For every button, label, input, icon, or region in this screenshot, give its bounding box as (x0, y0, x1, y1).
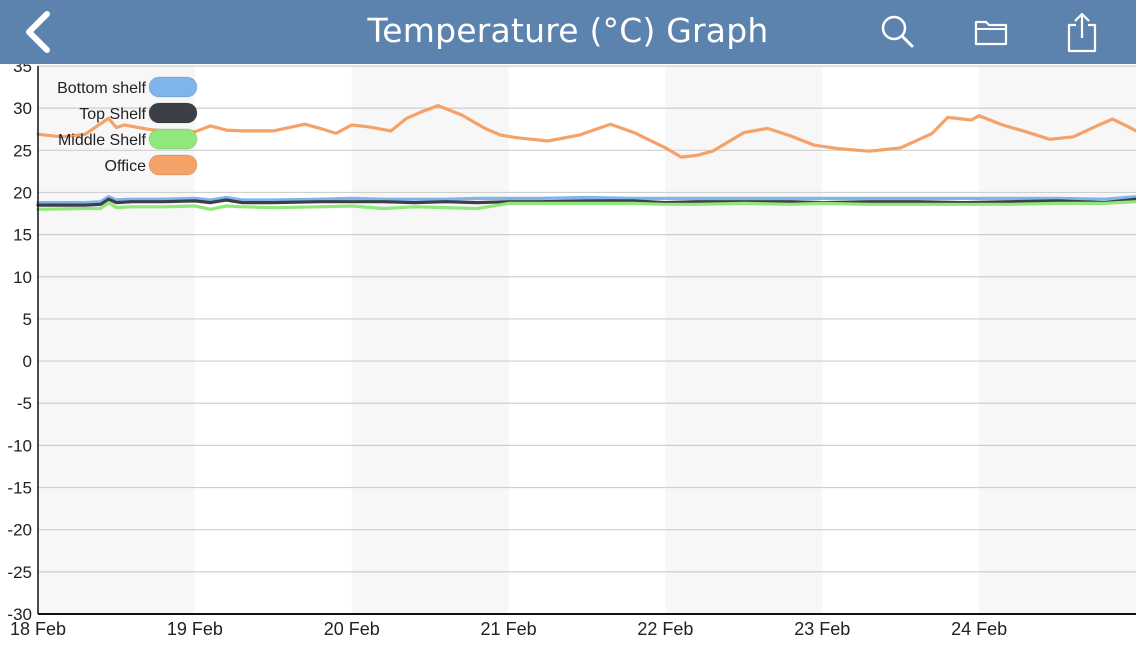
chevron-left-icon (26, 11, 50, 53)
y-tick-label: 25 (13, 141, 32, 160)
y-tick-label: -15 (7, 479, 32, 498)
back-button[interactable] (6, 0, 70, 64)
share-icon (1067, 12, 1097, 53)
y-tick-label: -30 (7, 605, 32, 624)
legend-label: Bottom shelf (57, 80, 146, 97)
search-icon (881, 15, 914, 48)
y-tick-label: 0 (23, 352, 32, 371)
share-button[interactable] (1050, 0, 1114, 64)
temperature-line-chart[interactable]: -30 -25 -20 -15 -10 -5 0 5 10 15 20 25 30 35 18 Feb 19… (0, 57, 1136, 640)
temperature-chart-area[interactable]: -30 -25 -20 -15 -10 -5 0 5 10 15 20 25 30 35 18 Feb 19… (0, 57, 1136, 640)
folder-button[interactable] (959, 0, 1023, 64)
x-tick-label: 22 Feb (637, 619, 693, 639)
x-tick-label: 23 Feb (794, 619, 850, 639)
y-tick-label: -10 (7, 436, 32, 455)
x-tick-label: 24 Feb (951, 619, 1007, 639)
search-button[interactable] (866, 0, 930, 64)
legend-swatch[interactable] (148, 154, 198, 176)
folder-icon (974, 20, 1008, 46)
y-tick-label: 20 (13, 183, 32, 202)
y-tick-label: -5 (17, 394, 32, 413)
day-shading-band (351, 66, 509, 614)
series-line-office (36, 103, 1136, 159)
legend-label: Office (105, 158, 147, 175)
y-tick-label: -25 (7, 563, 32, 582)
x-tick-label: 18 Feb (10, 619, 66, 639)
legend-swatch[interactable] (148, 102, 198, 124)
navigation-bar: Temperature (°C) Graph (0, 0, 1136, 64)
series-line-middle-shelf (36, 200, 1136, 211)
legend-swatch[interactable] (148, 76, 198, 98)
series-line-bottom-shelf (36, 195, 1136, 205)
y-tick-label: 15 (13, 226, 32, 245)
legend-label: Top Shelf (79, 106, 146, 123)
x-tick-label: 21 Feb (481, 619, 537, 639)
y-tick-label: 10 (13, 268, 32, 287)
y-tick-label: 5 (23, 310, 32, 329)
legend-label: Middle Shelf (58, 132, 147, 149)
x-tick-label: 20 Feb (324, 619, 380, 639)
legend-swatch[interactable] (148, 128, 198, 150)
x-tick-label: 19 Feb (167, 619, 223, 639)
day-shading-band (979, 66, 1136, 614)
y-tick-label: -20 (7, 521, 32, 540)
day-shading-band (665, 66, 823, 614)
y-tick-label: 35 (13, 64, 32, 76)
series-line-top-shelf (36, 197, 1136, 207)
y-tick-label: 30 (13, 99, 32, 118)
